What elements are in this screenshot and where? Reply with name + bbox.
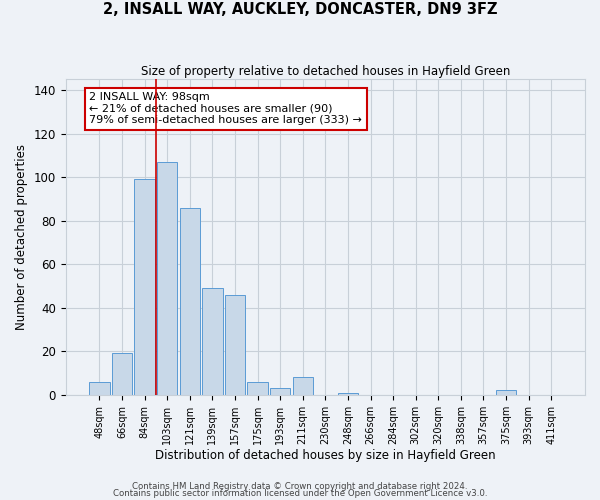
Text: 2, INSALL WAY, AUCKLEY, DONCASTER, DN9 3FZ: 2, INSALL WAY, AUCKLEY, DONCASTER, DN9 3…: [103, 2, 497, 18]
Bar: [157, 162, 178, 395]
Text: Contains public sector information licensed under the Open Government Licence v3: Contains public sector information licen…: [113, 490, 487, 498]
Text: 2 INSALL WAY: 98sqm
← 21% of detached houses are smaller (90)
79% of semi-detach: 2 INSALL WAY: 98sqm ← 21% of detached ho…: [89, 92, 362, 126]
Bar: [225, 294, 245, 395]
Bar: [179, 208, 200, 395]
X-axis label: Distribution of detached houses by size in Hayfield Green: Distribution of detached houses by size …: [155, 450, 496, 462]
Bar: [202, 288, 223, 395]
Bar: [293, 378, 313, 395]
Bar: [270, 388, 290, 395]
Bar: [89, 382, 110, 395]
Bar: [247, 382, 268, 395]
Title: Size of property relative to detached houses in Hayfield Green: Size of property relative to detached ho…: [140, 65, 510, 78]
Bar: [134, 180, 155, 395]
Bar: [496, 390, 516, 395]
Y-axis label: Number of detached properties: Number of detached properties: [15, 144, 28, 330]
Bar: [112, 354, 132, 395]
Bar: [338, 392, 358, 395]
Text: Contains HM Land Registry data © Crown copyright and database right 2024.: Contains HM Land Registry data © Crown c…: [132, 482, 468, 491]
